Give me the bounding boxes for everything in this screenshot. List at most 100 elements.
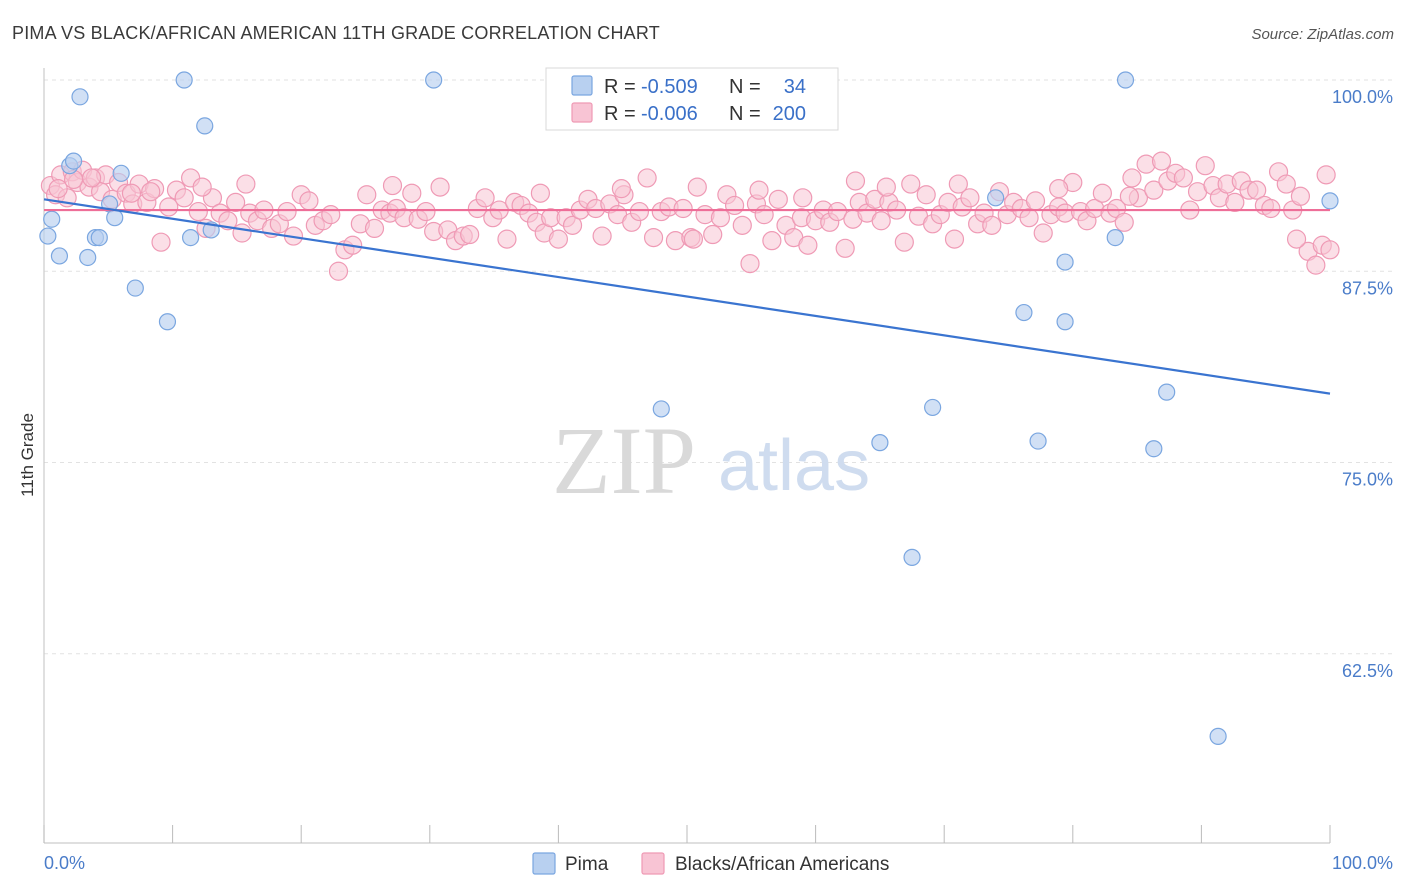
point-black-179 bbox=[192, 177, 212, 197]
bottom-legend: Pima Blacks/African Americans bbox=[532, 852, 889, 875]
point-black-193 bbox=[81, 168, 102, 188]
point-black-153 bbox=[1144, 180, 1164, 200]
point-black-78 bbox=[592, 226, 612, 246]
point-black-101 bbox=[762, 231, 782, 251]
point-black-160 bbox=[1195, 156, 1215, 176]
correlation-legend: R = -0.509 N = 34 R = -0.006 N = 200 bbox=[545, 67, 839, 131]
point-pima-28 bbox=[1106, 228, 1124, 247]
point-black-96 bbox=[724, 195, 745, 216]
bottom-legend-swatch-black bbox=[641, 852, 665, 875]
y-tick-label-0: 100.0% bbox=[1332, 87, 1393, 107]
point-black-97 bbox=[732, 215, 752, 235]
point-black-91 bbox=[687, 177, 707, 197]
point-black-128 bbox=[960, 188, 980, 208]
bottom-legend-label-black: Blacks/African Americans bbox=[675, 854, 889, 875]
point-pima-6 bbox=[79, 248, 97, 267]
point-black-146 bbox=[1092, 183, 1112, 203]
point-pima-0 bbox=[39, 227, 57, 245]
point-black-28 bbox=[226, 192, 246, 212]
point-black-173 bbox=[1290, 186, 1311, 206]
point-pima-20 bbox=[871, 434, 889, 452]
legend-r-label-pima: R = bbox=[604, 76, 636, 98]
bottom-legend-label-pima: Pima bbox=[565, 854, 609, 875]
point-black-122 bbox=[916, 185, 936, 205]
chart-source: Source: ZipAtlas.com bbox=[1251, 26, 1394, 43]
point-pima-29 bbox=[1116, 71, 1135, 89]
watermark-atlas: atlas bbox=[718, 426, 870, 506]
point-black-38 bbox=[299, 191, 319, 211]
point-black-110 bbox=[827, 201, 848, 222]
point-pima-12 bbox=[126, 279, 144, 297]
point-black-120 bbox=[901, 174, 921, 194]
point-pima-30 bbox=[1145, 440, 1163, 458]
point-black-175 bbox=[1306, 255, 1326, 275]
point-black-102 bbox=[768, 189, 788, 209]
point-black-138 bbox=[1033, 223, 1053, 243]
point-black-111 bbox=[835, 238, 855, 258]
point-pima-16 bbox=[196, 117, 214, 135]
point-pima-25 bbox=[1029, 432, 1047, 450]
point-pima-8 bbox=[90, 228, 108, 247]
point-black-137 bbox=[1025, 191, 1046, 211]
point-black-126 bbox=[944, 229, 965, 249]
point-black-65 bbox=[497, 229, 517, 249]
point-black-35 bbox=[277, 201, 297, 222]
point-black-188 bbox=[1119, 186, 1139, 206]
point-pima-19 bbox=[652, 400, 670, 418]
y-tick-label-1: 87.5% bbox=[1342, 278, 1393, 298]
point-black-152 bbox=[1136, 154, 1156, 174]
point-pima-27 bbox=[1056, 253, 1074, 271]
point-black-149 bbox=[1114, 212, 1134, 232]
point-black-185 bbox=[845, 171, 866, 191]
point-pima-13 bbox=[158, 313, 177, 331]
y-axis-title: 11th Grade bbox=[18, 413, 37, 497]
point-black-195 bbox=[683, 229, 704, 249]
grid-lines bbox=[44, 79, 1392, 655]
point-black-94 bbox=[710, 208, 731, 228]
point-black-46 bbox=[357, 185, 377, 205]
point-black-190 bbox=[1316, 165, 1336, 185]
legend-swatch-pima bbox=[571, 75, 593, 96]
point-black-154 bbox=[1151, 151, 1172, 171]
point-pima-15 bbox=[182, 228, 200, 247]
point-black-106 bbox=[798, 235, 818, 255]
point-black-189 bbox=[1286, 229, 1307, 249]
point-black-54 bbox=[416, 201, 436, 222]
point-pima-26 bbox=[1056, 313, 1074, 331]
point-black-180 bbox=[236, 174, 256, 194]
point-black-27 bbox=[218, 211, 238, 231]
point-black-85 bbox=[643, 227, 664, 248]
bottom-legend-swatch-pima bbox=[532, 852, 556, 875]
watermark-zip: ZIP bbox=[552, 407, 696, 514]
point-black-136 bbox=[1019, 208, 1039, 228]
point-black-29 bbox=[232, 223, 252, 243]
point-black-182 bbox=[530, 183, 550, 203]
point-black-41 bbox=[321, 205, 341, 225]
point-black-52 bbox=[402, 183, 422, 203]
point-pima-33 bbox=[1321, 192, 1339, 210]
point-pima-22 bbox=[924, 398, 942, 417]
point-pima-31 bbox=[1158, 383, 1176, 401]
point-black-83 bbox=[629, 201, 650, 222]
point-black-23 bbox=[188, 201, 208, 222]
point-black-84 bbox=[637, 168, 657, 188]
series-black-points bbox=[40, 151, 1340, 281]
point-black-93 bbox=[703, 224, 723, 245]
point-black-74 bbox=[562, 215, 583, 235]
legend-n-value-black: 200 bbox=[773, 103, 806, 125]
point-black-169 bbox=[1261, 198, 1281, 219]
point-black-131 bbox=[982, 215, 1002, 235]
y-tick-label-2: 75.0% bbox=[1342, 470, 1393, 490]
point-black-56 bbox=[430, 177, 450, 197]
legend-n-label-black: N = bbox=[729, 103, 761, 125]
point-black-62 bbox=[475, 188, 495, 208]
legend-r-value-pima: -0.509 bbox=[641, 76, 698, 98]
point-black-72 bbox=[548, 229, 569, 249]
legend-r-value-black: -0.006 bbox=[641, 103, 698, 125]
point-pima-5 bbox=[71, 88, 89, 106]
legend-swatch-black bbox=[571, 102, 593, 123]
point-black-116 bbox=[871, 211, 891, 231]
point-pima-14 bbox=[175, 71, 193, 89]
trendline-pima bbox=[43, 198, 1331, 395]
